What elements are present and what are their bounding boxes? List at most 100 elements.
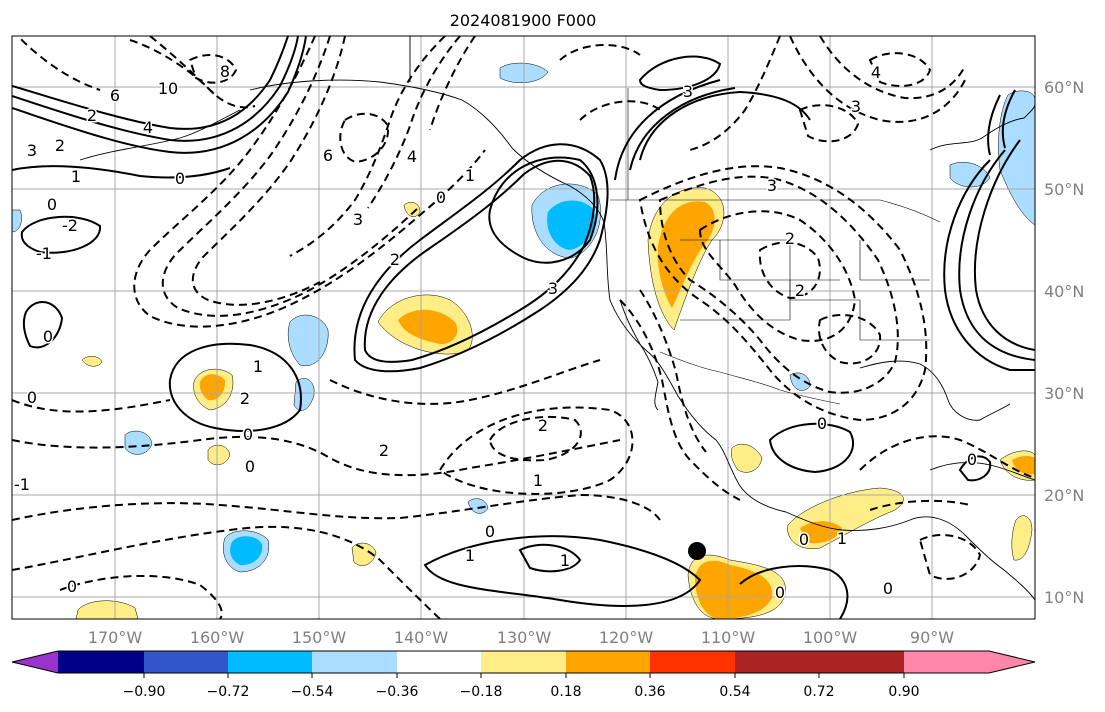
colorbar-segment xyxy=(735,651,819,673)
colorbar-segment xyxy=(228,651,312,673)
contour-label: 0 xyxy=(175,169,185,188)
colorbar-segment xyxy=(481,651,566,673)
figure-title: 2024081900 F000 xyxy=(450,11,597,30)
contour-label: 0 xyxy=(485,522,495,541)
contour-label: 1 xyxy=(253,357,263,376)
contour-label: 2 xyxy=(87,106,97,125)
contour-labels: 10 8 6 4 3 2 2 1 0 0 -2 -1 0 1 2 3 4 6 3… xyxy=(13,61,979,604)
contour-label: 1 xyxy=(71,167,81,186)
shade-negative-mid xyxy=(547,200,595,250)
contours-negative xyxy=(12,36,1035,619)
contour-label: 0 xyxy=(799,530,809,549)
lat-tick-label: 30°N xyxy=(1044,384,1084,403)
contour-label: 3 xyxy=(767,176,777,195)
shade-positive-light xyxy=(731,443,763,473)
colorbar-label: −0.90 xyxy=(123,684,166,700)
lon-tick-label: 120°W xyxy=(599,628,654,647)
longitude-tick-labels: 170°W 160°W 150°W 140°W 130°W 120°W 110°… xyxy=(88,628,954,647)
colorbar-label: 0.54 xyxy=(719,684,750,700)
colorbar-label: 0.18 xyxy=(550,684,581,700)
shade-negative-light xyxy=(949,162,991,188)
contour-label: 1 xyxy=(533,471,543,490)
contour-label: 10 xyxy=(158,79,178,98)
contour-label: 0 xyxy=(27,388,37,407)
contour-label: 0 xyxy=(245,457,255,476)
colorbar-label: −0.54 xyxy=(291,684,334,700)
contour-label: 3 xyxy=(851,97,861,116)
contour-label: 4 xyxy=(407,147,417,166)
contour-label: 2 xyxy=(240,389,250,408)
contour-label: 0 xyxy=(775,583,785,602)
contour-label: 0 xyxy=(43,327,53,346)
colorbar-extend-high xyxy=(904,651,1035,673)
contour-label: 6 xyxy=(110,86,120,105)
contour-label: 2 xyxy=(538,416,548,435)
contour-label: 2 xyxy=(390,250,400,269)
contour-label: 0 xyxy=(817,414,827,433)
lon-tick-label: 160°W xyxy=(190,628,245,647)
shade-negative-light xyxy=(467,498,489,514)
colorbar-segment xyxy=(144,651,228,673)
coastlines xyxy=(79,36,1035,601)
contour-label: 0 xyxy=(436,188,446,207)
shade-positive-light xyxy=(207,444,231,466)
contour-label: 3 xyxy=(353,210,363,229)
lat-tick-label: 50°N xyxy=(1044,180,1084,199)
contour-label: -1 xyxy=(14,475,30,494)
lat-tick-label: 10°N xyxy=(1044,588,1084,607)
lon-tick-label: 140°W xyxy=(394,628,449,647)
contour-label: 3 xyxy=(548,279,558,298)
contour-label: 2 xyxy=(55,136,65,155)
colorbar-label: −0.18 xyxy=(460,684,503,700)
shade-positive-light xyxy=(351,542,377,566)
lat-tick-label: 60°N xyxy=(1044,78,1084,97)
contour-label: 1 xyxy=(560,551,570,570)
graticule xyxy=(12,36,1035,619)
colorbar-segment xyxy=(566,651,650,673)
shade-positive-light xyxy=(403,202,421,217)
contours-positive xyxy=(12,36,1035,619)
colorbar-label: −0.72 xyxy=(207,684,250,700)
shade-negative-mid xyxy=(230,536,263,566)
shade-positive-light xyxy=(81,356,103,367)
map-frame xyxy=(11,35,1036,620)
map-panel: 10 8 6 4 3 2 2 1 0 0 -2 -1 0 1 2 3 4 6 3… xyxy=(12,36,1035,619)
colorbar: −0.90 −0.72 −0.54 −0.36 −0.18 0.18 0.36 … xyxy=(11,650,1036,700)
colorbar-extend-low xyxy=(12,651,58,673)
contour-label: 3 xyxy=(27,141,37,160)
colorbar-segment xyxy=(312,651,397,673)
lat-tick-label: 20°N xyxy=(1044,486,1084,505)
shade-positive-mid xyxy=(657,201,715,308)
shade-positive-mid xyxy=(398,309,458,345)
political-borders xyxy=(610,88,941,405)
colorbar-label: −0.36 xyxy=(376,684,419,700)
contour-label: 4 xyxy=(871,63,881,82)
colorbar-label: 0.36 xyxy=(634,684,665,700)
shade-positive-light xyxy=(1011,515,1033,561)
contour-label: 8 xyxy=(220,62,230,81)
lon-tick-label: 130°W xyxy=(497,628,552,647)
shade-positive-mid xyxy=(199,374,226,401)
lon-tick-label: 90°W xyxy=(910,628,954,647)
shade-negative-light xyxy=(287,314,329,367)
contour-label: 2 xyxy=(379,441,389,460)
contour-label: 0 xyxy=(967,450,977,469)
colorbar-segment xyxy=(397,651,481,673)
contour-label: 0 xyxy=(47,195,57,214)
colorbar-segment xyxy=(819,651,904,673)
contour-label: 1 xyxy=(465,166,475,185)
contour-label: 0 xyxy=(883,579,893,598)
lon-tick-label: 110°W xyxy=(701,628,756,647)
shade-positive-mid xyxy=(800,521,842,544)
colorbar-segment xyxy=(58,651,144,673)
contour-label: 3 xyxy=(683,82,693,101)
colorbar-label: 0.90 xyxy=(888,684,919,700)
contour-label: 2 xyxy=(785,229,795,248)
latitude-tick-labels: 60°N 50°N 40°N 30°N 20°N 10°N xyxy=(1044,78,1084,607)
shade-positive-light xyxy=(75,600,139,619)
colorbar-segment xyxy=(650,651,735,673)
contour-label: 0 xyxy=(67,577,77,596)
shade-negative-light xyxy=(124,430,153,455)
colorbar-label: 0.72 xyxy=(803,684,834,700)
shaded-regions xyxy=(12,62,1035,619)
